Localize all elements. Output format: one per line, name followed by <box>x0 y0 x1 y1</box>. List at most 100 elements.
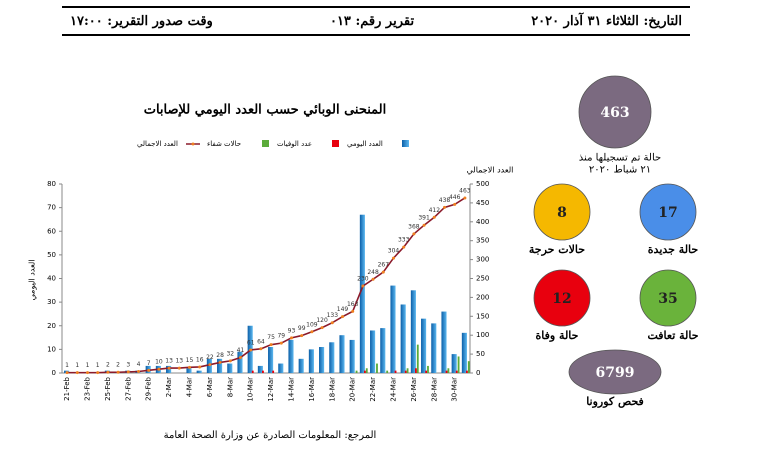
line-marker <box>320 326 324 330</box>
legend-swatch <box>262 140 269 147</box>
y2-tick-label: 300 <box>476 256 489 264</box>
line-marker <box>443 205 446 209</box>
data-label: 28 <box>216 352 224 359</box>
report-number: تقرير رقم: ٠١٣ <box>329 13 415 29</box>
x-tick-label: 20-Mar <box>349 377 357 402</box>
x-tick-label: 27-Feb <box>124 376 132 400</box>
data-label: 64 <box>257 338 265 345</box>
data-label: 7 <box>147 360 151 367</box>
x-tick-label: 28-Mar <box>430 377 438 402</box>
data-label: 15 <box>186 357 194 364</box>
bar <box>370 330 376 373</box>
bar <box>447 368 450 373</box>
data-label: 2 <box>106 362 110 369</box>
bar <box>466 370 468 373</box>
legend-label: العدد اليومي <box>347 140 383 148</box>
line-marker <box>402 245 406 249</box>
line-marker <box>310 330 314 334</box>
line-marker <box>126 370 130 374</box>
y2-tick-label: 450 <box>476 199 489 207</box>
stat-label: حالة وفاة <box>536 329 579 342</box>
line-marker <box>341 315 344 319</box>
line-marker <box>269 343 273 347</box>
data-label: 463 <box>459 187 471 194</box>
x-tick-label: 18-Mar <box>328 377 336 402</box>
stat-circle <box>578 75 652 149</box>
data-label: 391 <box>418 215 430 222</box>
y-tick-label: 50 <box>47 251 56 259</box>
line-marker <box>259 347 263 351</box>
stat-label: حالة تعافت <box>647 329 698 342</box>
data-label: 1 <box>75 362 79 369</box>
data-label: 120 <box>316 317 328 324</box>
bar <box>445 370 448 373</box>
line-marker <box>157 367 161 371</box>
y2-tick-label: 500 <box>476 180 489 188</box>
data-label: 304 <box>388 248 400 255</box>
y-tick-label: 10 <box>47 345 56 353</box>
stat-value: 12 <box>552 291 571 307</box>
bar <box>196 370 202 373</box>
data-label: 1 <box>86 362 90 369</box>
bar <box>410 290 416 373</box>
y2-tick-label: 400 <box>476 218 489 226</box>
y-tick-label: 70 <box>47 204 56 212</box>
line-marker <box>432 215 436 219</box>
x-tick-label: 8-Mar <box>226 377 234 397</box>
legend-swatch <box>402 140 409 147</box>
x-tick-label: 4-Mar <box>186 377 194 397</box>
data-label: 2 <box>116 362 120 369</box>
bar <box>262 370 264 373</box>
report-date: التاريخ: الثلاثاء ٣١ آذار ٢٠٢٠ <box>531 13 682 29</box>
data-label: 99 <box>298 325 306 332</box>
y2-tick-label: 200 <box>476 293 489 301</box>
bar <box>376 363 378 373</box>
bar <box>461 332 467 373</box>
x-tick-label: 24-Mar <box>390 377 398 402</box>
stat-circle <box>568 349 662 395</box>
bar <box>237 351 243 373</box>
data-label: 10 <box>155 359 163 366</box>
line-marker <box>463 196 467 200</box>
x-tick-label: 6-Mar <box>206 377 214 397</box>
bar <box>272 370 275 373</box>
x-tick-label: 29-Feb <box>145 376 153 400</box>
x-tick-label: 23-Feb <box>84 376 92 400</box>
line-marker <box>106 370 110 374</box>
stat-label: فحص كورونا <box>586 395 644 408</box>
line-marker <box>208 363 212 367</box>
line-marker <box>228 359 232 363</box>
x-tick-label: 25-Feb <box>104 376 112 400</box>
cumulative-line <box>67 197 466 374</box>
bar <box>298 358 304 373</box>
y2-axis-label: العدد الاجمالي <box>467 166 514 175</box>
y-tick-label: 20 <box>47 322 56 330</box>
line-marker <box>147 368 151 372</box>
bar <box>186 368 192 373</box>
y2-tick-label: 0 <box>476 369 480 377</box>
stat-label: حالات حرجة <box>529 243 585 256</box>
data-label: 13 <box>165 358 173 365</box>
bar <box>355 370 358 373</box>
bar <box>329 342 335 373</box>
bar <box>308 349 314 373</box>
y2-tick-label: 50 <box>476 350 485 358</box>
x-tick-label: 22-Mar <box>369 377 377 402</box>
bar <box>441 311 447 373</box>
bar <box>425 370 428 373</box>
data-label: 93 <box>288 327 296 334</box>
bar <box>257 365 263 373</box>
line-marker <box>371 277 375 281</box>
x-tick-label: 10-Mar <box>247 377 255 402</box>
bar <box>319 347 325 373</box>
line-marker <box>198 365 202 369</box>
data-label: 32 <box>226 350 234 357</box>
legend-swatch <box>332 140 339 147</box>
line-marker <box>249 348 253 352</box>
line-marker <box>392 256 395 260</box>
data-label: 109 <box>306 321 318 328</box>
bar <box>394 370 397 373</box>
x-tick-label: 14-Mar <box>288 377 296 402</box>
line-marker <box>218 360 222 364</box>
stat-circle <box>533 183 591 241</box>
